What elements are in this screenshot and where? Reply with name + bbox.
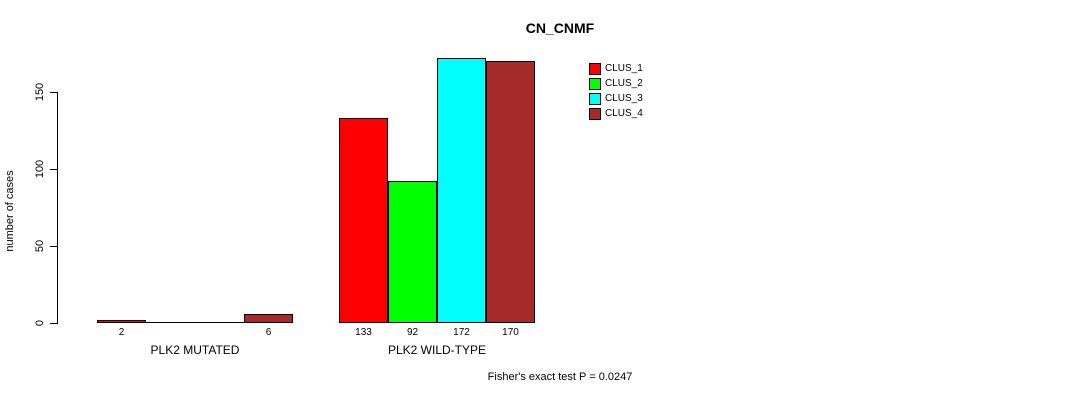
bar-clus_4 — [486, 61, 535, 323]
legend-swatch-icon — [589, 62, 601, 75]
y-axis-tick-label: 100 — [34, 159, 46, 179]
legend-swatch-icon — [589, 92, 601, 105]
bar-value-label: 92 — [406, 327, 419, 338]
legend-item-clus_1: CLUS_1 — [589, 61, 643, 76]
y-axis-line — [57, 92, 58, 324]
bar-zero-clus_3 — [195, 322, 245, 323]
legend-label: CLUS_1 — [605, 63, 643, 74]
legend-swatch-icon — [589, 107, 601, 120]
bar-value-label: 2 — [118, 327, 125, 338]
chart-title: CN_CNMF — [525, 20, 595, 36]
bar-value-label: 6 — [265, 327, 272, 338]
legend-item-clus_2: CLUS_2 — [589, 76, 643, 91]
y-axis-tick-label: 0 — [34, 319, 46, 327]
legend-label: CLUS_4 — [605, 108, 643, 119]
bar-clus_3 — [437, 58, 486, 323]
legend-label: CLUS_2 — [605, 78, 643, 89]
y-axis-tick — [50, 169, 57, 170]
bar-value-label: 172 — [453, 327, 470, 338]
x-group-label: PLK2 MUTATED — [150, 343, 240, 357]
legend-swatch-icon — [589, 77, 601, 90]
y-axis-tick-label: 150 — [34, 82, 46, 102]
bar-value-label: 133 — [355, 327, 372, 338]
y-axis-tick-label: 50 — [34, 239, 46, 253]
annotation-fisher-test: Fisher's exact test P = 0.0247 — [487, 371, 633, 383]
bar-value-label: 170 — [502, 327, 519, 338]
legend-item-clus_4: CLUS_4 — [589, 106, 643, 121]
bar-clus_1 — [97, 320, 146, 323]
y-axis-tick — [50, 92, 57, 93]
bar-clus_4 — [244, 314, 293, 323]
y-axis-tick — [50, 246, 57, 247]
x-group-label: PLK2 WILD-TYPE — [387, 343, 487, 357]
legend-label: CLUS_3 — [605, 93, 643, 104]
y-axis-tick — [50, 323, 57, 324]
legend: CLUS_1 CLUS_2 CLUS_3 CLUS_4 — [589, 61, 643, 121]
bar-clus_2 — [388, 181, 437, 323]
legend-item-clus_3: CLUS_3 — [589, 91, 643, 106]
bar-clus_1 — [339, 118, 388, 323]
bar-zero-clus_2 — [146, 322, 196, 323]
